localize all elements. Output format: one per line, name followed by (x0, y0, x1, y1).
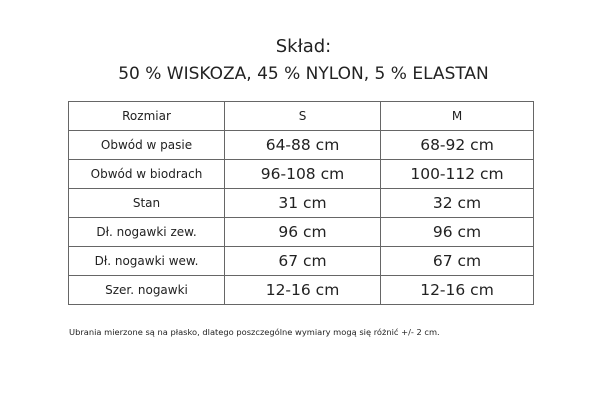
size-m-value: 32 cm (380, 188, 534, 218)
size-m-value: 12-16 cm (380, 275, 534, 305)
row-label: Obwód w biodrach (68, 159, 225, 189)
header-cell: Rozmiar (68, 101, 225, 131)
table-header-row: Rozmiar S M (68, 101, 534, 131)
composition-title: Skład: (275, 36, 332, 57)
size-s-value: 31 cm (224, 188, 381, 218)
row-label: Szer. nogawki (68, 275, 225, 305)
composition-text: 50 % WISKOZA, 45 % NYLON, 5 % ELASTAN (118, 64, 489, 84)
row-label: Dł. nogawki wew. (68, 246, 225, 276)
table-row: Dł. nogawki wew. 67 cm 67 cm (68, 246, 534, 276)
size-table: Rozmiar S M Obwód w pasie 64-88 cm 68-92 c… (68, 101, 534, 305)
size-m-value: 100-112 cm (380, 159, 534, 189)
row-label: Stan (68, 188, 225, 218)
size-s-value: 96 cm (224, 217, 381, 247)
table-row: Obwód w pasie 64-88 cm 68-92 cm (68, 130, 534, 160)
header-cell: M (380, 101, 534, 131)
size-s-value: 64-88 cm (224, 130, 381, 160)
size-m-value: 68-92 cm (380, 130, 534, 160)
size-m-value: 67 cm (380, 246, 534, 276)
size-s-value: 96-108 cm (224, 159, 381, 189)
size-m-value: 96 cm (380, 217, 534, 247)
table-row: Dł. nogawki zew. 96 cm 96 cm (68, 217, 534, 247)
table-row: Obwód w biodrach 96-108 cm 100-112 cm (68, 159, 534, 189)
size-s-value: 67 cm (224, 246, 381, 276)
table-row: Stan 31 cm 32 cm (68, 188, 534, 218)
footnote: Ubrania mierzone są na płasko, dlatego p… (69, 327, 440, 337)
header-cell: S (224, 101, 381, 131)
size-s-value: 12-16 cm (224, 275, 381, 305)
row-label: Obwód w pasie (68, 130, 225, 160)
table-row: Szer. nogawki 12-16 cm 12-16 cm (68, 275, 534, 305)
row-label: Dł. nogawki zew. (68, 217, 225, 247)
